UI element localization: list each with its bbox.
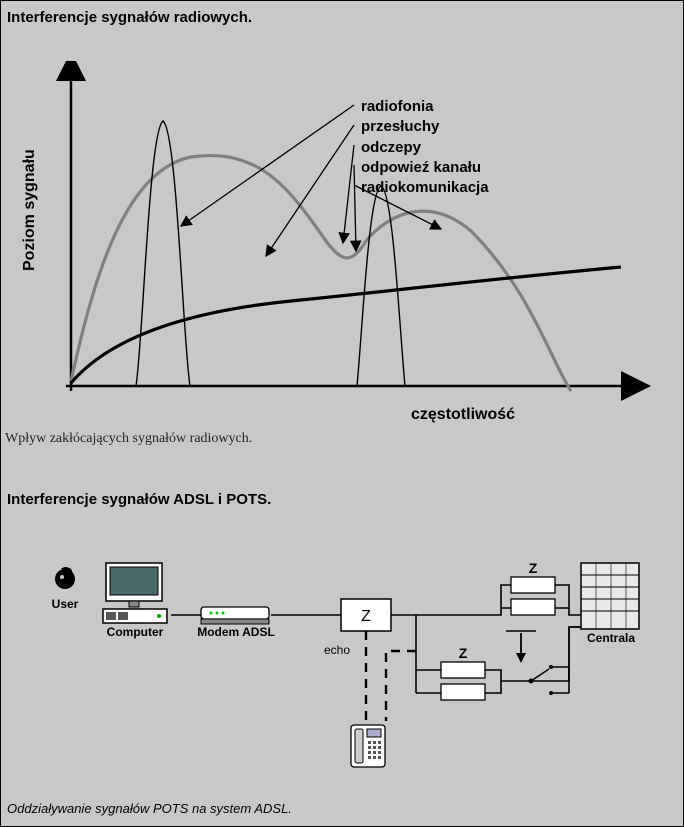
modem-icon bbox=[201, 607, 269, 624]
chart-svg bbox=[31, 61, 651, 431]
edges-dashed bbox=[366, 631, 416, 721]
switch-icon bbox=[529, 665, 554, 695]
signal-chart: Poziom sygnału częstotliwość radiofonia … bbox=[31, 61, 651, 421]
centrala-icon bbox=[581, 563, 639, 629]
x-axis-label: częstotliwość bbox=[411, 406, 515, 424]
echo-label: echo bbox=[317, 643, 357, 657]
legend-item: odczepy bbox=[361, 138, 489, 158]
z-label: Z bbox=[361, 608, 371, 625]
svg-text:Z: Z bbox=[459, 645, 468, 661]
phone-icon bbox=[351, 725, 385, 767]
legend-item: radiofonia bbox=[361, 97, 489, 117]
legend-item: radiokomunikacja bbox=[361, 178, 489, 198]
centrala-label: Centrala bbox=[583, 631, 639, 645]
down-arrow-head bbox=[516, 653, 526, 663]
section1-caption: Wpływ zakłócających sygnałów radiowych. bbox=[5, 431, 252, 447]
svg-text:Z: Z bbox=[529, 560, 538, 576]
section2-caption: Oddziaływanie sygnałów POTS na system AD… bbox=[7, 801, 292, 816]
z-box: Z bbox=[341, 599, 391, 631]
adsl-diagram: Z Z Z bbox=[21, 531, 661, 781]
chart-legend: radiofonia przesłuchy odczepy odpowieź k… bbox=[361, 97, 489, 198]
envelope-curve bbox=[71, 156, 571, 391]
legend-item: odpowieź kanału bbox=[361, 158, 489, 178]
section2-title: Interferencje sygnałów ADSL i POTS. bbox=[7, 491, 271, 508]
user-label: User bbox=[47, 597, 83, 611]
filter-z3: Z bbox=[441, 645, 485, 700]
user-icon bbox=[55, 567, 75, 592]
filter-z2: Z bbox=[511, 560, 555, 615]
legend-item: przesłuchy bbox=[361, 117, 489, 137]
page: Interferencje sygnałów radiowych. bbox=[0, 0, 684, 827]
y-axis-label: Poziom sygnału bbox=[21, 149, 39, 271]
computer-label: Computer bbox=[99, 625, 171, 639]
section1-title: Interferencje sygnałów radiowych. bbox=[7, 9, 252, 26]
modem-label: Modem ADSL bbox=[193, 625, 279, 639]
computer-icon bbox=[103, 563, 167, 623]
